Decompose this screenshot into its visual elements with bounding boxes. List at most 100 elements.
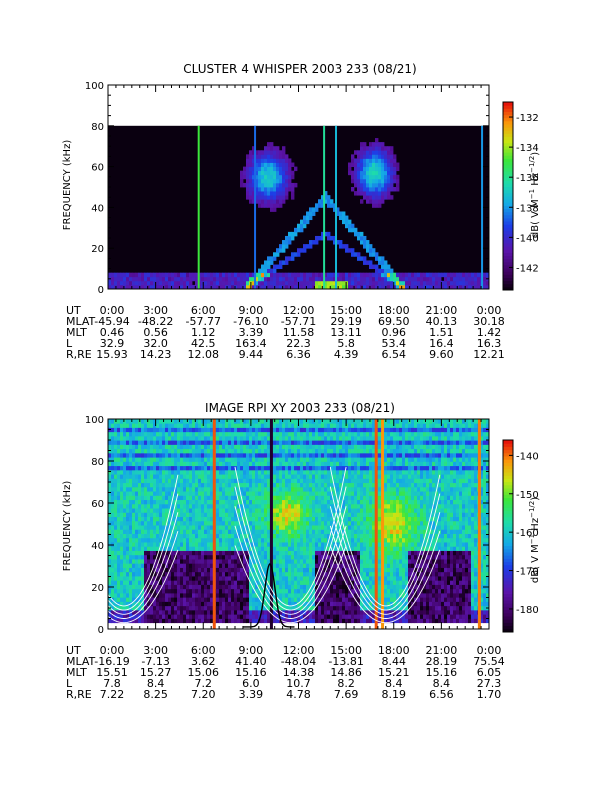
cbar-label-d: −1/2 bbox=[528, 156, 536, 173]
ephemeris-cell: 7.2 bbox=[194, 677, 213, 690]
chart-title: IMAGE RPI XY 2003 233 (08/21) bbox=[205, 401, 395, 415]
y-tick-label: 80 bbox=[91, 457, 104, 468]
spectrogram-image-rpi: IMAGE RPI XY 2003 233 (08/21) FREQUENCY … bbox=[62, 401, 541, 636]
ephemeris-cell: 1.70 bbox=[476, 688, 502, 701]
y-tick-labels: 0 20 40 60 80 100 bbox=[85, 415, 104, 636]
ephemeris-row-label: MLAT bbox=[66, 315, 96, 328]
ephemeris-cell: 9:00 bbox=[238, 304, 264, 317]
ephemeris-cell: 18:00 bbox=[377, 304, 410, 317]
ephemeris-table: UT 0:00 3:00 6:00 9:00 12:00 15:00 18:00 21:00 0:… bbox=[66, 645, 536, 705]
spectrogram-cluster: CLUSTER 4 WHISPER 2003 233 (08/21) FREQU… bbox=[62, 62, 541, 296]
ephemeris-cell: 21:00 bbox=[425, 304, 458, 317]
panel-image-rpi: IMAGE RPI XY 2003 233 (08/21) FREQUENCY … bbox=[0, 380, 600, 800]
ephemeris-row-label: R,RE bbox=[66, 348, 92, 361]
ephemeris-cell: 42.5 bbox=[191, 337, 216, 350]
y-tick-label: 20 bbox=[91, 583, 104, 594]
colorbar-tick-label: -140 bbox=[516, 233, 539, 244]
ephemeris-cell: 7.69 bbox=[333, 688, 359, 701]
cbar-label-d: −1/2 bbox=[528, 501, 536, 518]
cbar-label-e: ) bbox=[530, 152, 541, 156]
colorbar-tick-label: -142 bbox=[516, 263, 539, 274]
ephemeris-cell: 12.21 bbox=[473, 348, 505, 361]
ephemeris-cell: 12.08 bbox=[187, 348, 220, 361]
ephemeris-cell: 6.05 bbox=[476, 666, 502, 679]
ephemeris-row-label: UT bbox=[66, 644, 81, 657]
spectrogram-image bbox=[107, 419, 490, 629]
ephemeris-cell: 32.9 bbox=[99, 337, 125, 350]
ephemeris-cell: -57.71 bbox=[280, 315, 317, 328]
ephemeris-cell: 10.7 bbox=[286, 677, 311, 690]
ephemeris-cell: -16.19 bbox=[94, 655, 130, 668]
panel-cluster-whisper: CLUSTER 4 WHISPER 2003 233 (08/21) FREQU… bbox=[0, 0, 600, 380]
y-axis-label: FREQUENCY (kHz) bbox=[62, 481, 73, 572]
colorbar-tick-labels: -140 -150 -160 -170 -180 bbox=[516, 451, 539, 616]
ephemeris-cell: 69.50 bbox=[378, 315, 410, 328]
ephemeris-cell: 0:00 bbox=[99, 644, 125, 657]
ephemeris-cell: 53.4 bbox=[381, 337, 407, 350]
ephemeris-cell: 15.21 bbox=[378, 666, 410, 679]
ephemeris-cell: 6.56 bbox=[429, 688, 454, 701]
ephemeris-cell: -76.10 bbox=[233, 315, 269, 328]
ephemeris-cell: 16.3 bbox=[476, 337, 502, 350]
ephemeris-row-label: MLAT bbox=[66, 655, 96, 668]
cbar-label-a: dB( V M bbox=[530, 544, 541, 583]
cbar-label-c: Hz bbox=[530, 518, 541, 534]
ephemeris-cell: 16.4 bbox=[429, 337, 454, 350]
colorbar-tick-labels: -132 -134 -136 -138 -140 -142 bbox=[516, 113, 539, 274]
ephemeris-cell: 5.8 bbox=[337, 337, 355, 350]
ephemeris-cell: 22.3 bbox=[286, 337, 311, 350]
chart-title: CLUSTER 4 WHISPER 2003 233 (08/21) bbox=[183, 62, 416, 76]
colorbar-tick-label: -160 bbox=[516, 528, 539, 539]
ephemeris-cell: 3.39 bbox=[238, 326, 264, 339]
ephemeris-row-label: MLT bbox=[66, 666, 87, 679]
ephemeris-cell: 8.44 bbox=[381, 655, 407, 668]
ephemeris-cell: 14.38 bbox=[282, 666, 315, 679]
colorbar-tick-label: -138 bbox=[516, 203, 539, 214]
ephemeris-cell: 8.4 bbox=[146, 677, 165, 690]
ephemeris-cell: 9.60 bbox=[429, 348, 454, 361]
ephemeris-cell: 6:00 bbox=[190, 304, 216, 317]
ephemeris-cell: 0.56 bbox=[143, 326, 168, 339]
colorbar-label: dB( V M−1 Hz−1/2) bbox=[528, 152, 541, 238]
ephemeris-cell: -48.04 bbox=[280, 655, 317, 668]
colorbar-tick-label: -136 bbox=[516, 173, 539, 184]
ephemeris-cell: 0:00 bbox=[476, 304, 502, 317]
ephemeris-cell: 1.12 bbox=[191, 326, 216, 339]
ephemeris-cell: 15.16 bbox=[235, 666, 267, 679]
ephemeris-cell: 15.06 bbox=[187, 666, 220, 679]
ephemeris-cell: 40.13 bbox=[425, 315, 458, 328]
ephemeris-cell: 15.93 bbox=[96, 348, 128, 361]
ephemeris-cell: 27.3 bbox=[476, 677, 502, 690]
ephemeris-cell: 41.40 bbox=[235, 655, 267, 668]
ephemeris-cell: 4.39 bbox=[333, 348, 359, 361]
ephemeris-cell: 15:00 bbox=[330, 644, 362, 657]
ephemeris-cell: 15.16 bbox=[425, 666, 458, 679]
ephemeris-cell: -48.22 bbox=[137, 315, 174, 328]
ephemeris-row-label: MLT bbox=[66, 326, 87, 339]
cbar-label-a: dB( V M bbox=[530, 199, 541, 238]
ephemeris-cell: 3.62 bbox=[191, 655, 216, 668]
ephemeris-cell: 0.96 bbox=[381, 326, 407, 339]
ephemeris-cell: 15.51 bbox=[96, 666, 128, 679]
ephemeris-cell: 15:00 bbox=[330, 304, 362, 317]
ephemeris-cell: 3:00 bbox=[143, 644, 168, 657]
svg-text:dB( V M−1 Hz−1/2): dB( V M−1 Hz−1/2) bbox=[528, 152, 541, 238]
ephemeris-cell: 21:00 bbox=[425, 644, 458, 657]
colorbar-tick-label: -132 bbox=[516, 113, 539, 124]
ephemeris-cell: 7.8 bbox=[103, 677, 121, 690]
ephemeris-cell: 11.58 bbox=[282, 326, 315, 339]
ephemeris-cell: 4.78 bbox=[286, 688, 311, 701]
ephemeris-cell: 8.25 bbox=[143, 688, 168, 701]
ephemeris-cell: 7.20 bbox=[191, 688, 216, 701]
ephemeris-cell: 12:00 bbox=[282, 304, 315, 317]
ephemeris-cell: 3.39 bbox=[238, 688, 264, 701]
y-tick-label: 0 bbox=[98, 625, 104, 636]
ephemeris-cell: 28.19 bbox=[425, 655, 458, 668]
ephemeris-cell: -7.13 bbox=[141, 655, 170, 668]
ephemeris-cell: 1.42 bbox=[476, 326, 502, 339]
ephemeris-cell: -13.81 bbox=[328, 655, 364, 668]
colorbar-tick-label: -150 bbox=[516, 490, 539, 501]
y-tick-label: 60 bbox=[91, 163, 104, 174]
plot-axes bbox=[107, 84, 490, 290]
ephemeris-cell: 0:00 bbox=[476, 644, 502, 657]
